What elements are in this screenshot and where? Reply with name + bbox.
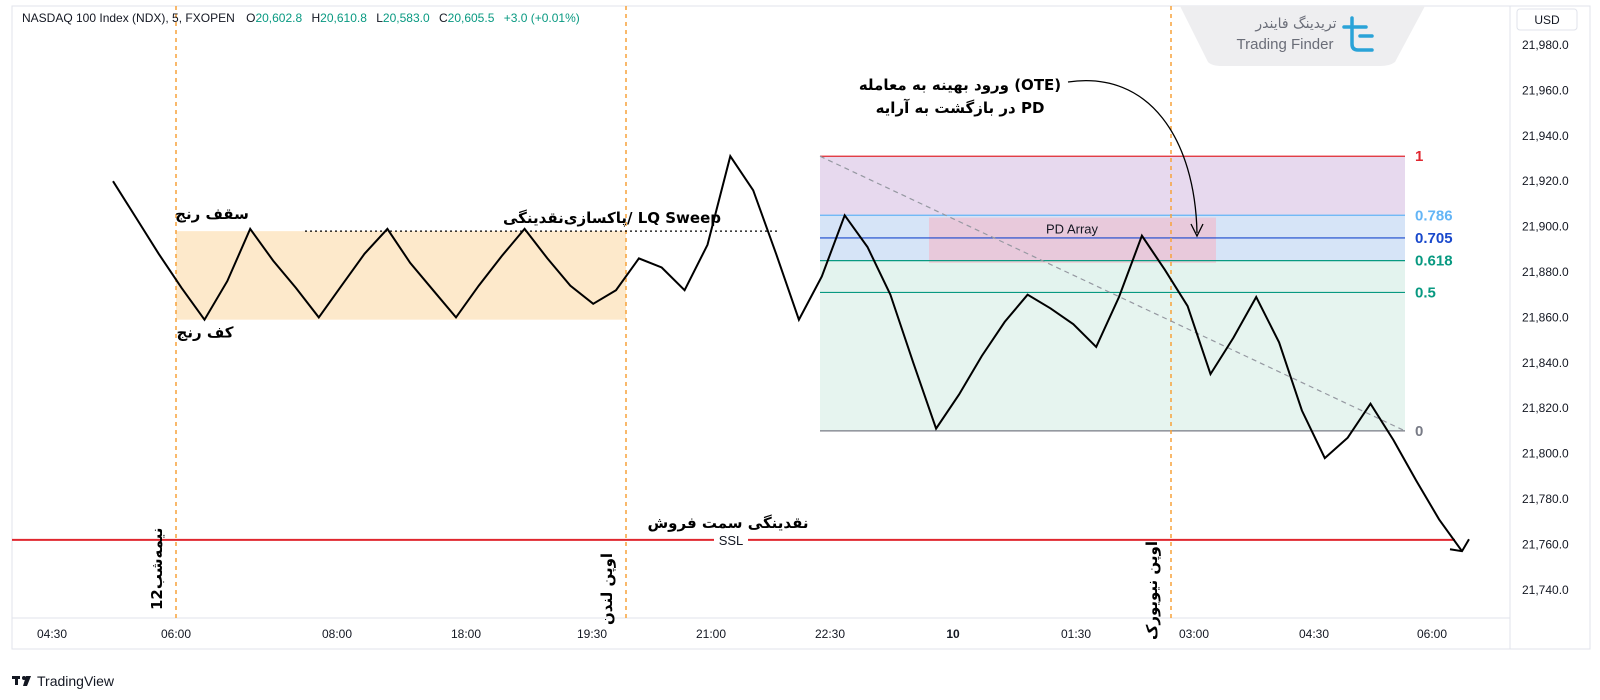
trading-finder-logo-icon <box>1342 16 1374 52</box>
close-value: 20,605.5 <box>448 11 495 25</box>
ote-label-line2: در بازگشت به آرایه PD <box>876 99 1045 117</box>
logo-text-fa: تریدینگ فایندر <box>1254 15 1336 32</box>
symbol-title: NASDAQ 100 Index (NDX), 5, FXOPEN <box>22 11 235 25</box>
pd-array-box <box>929 217 1216 263</box>
ssl-tag: SSL <box>719 533 744 548</box>
price-line <box>112 153 1463 552</box>
ote-curved-arrow <box>1067 80 1198 234</box>
high-value: 20,610.8 <box>320 11 367 25</box>
fib-zone <box>820 292 1405 431</box>
x-tick-label: 04:30 <box>1299 627 1329 641</box>
x-tick-label: 18:00 <box>451 627 481 641</box>
x-tick-label: 01:30 <box>1061 627 1091 641</box>
ssl-tag-background <box>714 531 748 548</box>
x-tick-label: 03:00 <box>1179 627 1209 641</box>
high-label: H <box>312 11 321 25</box>
fib-zone <box>820 260 1405 293</box>
y-tick-label: 21,820.0 <box>1522 401 1569 415</box>
price-path <box>112 153 1463 552</box>
fib-level-label: 0.705 <box>1415 230 1453 247</box>
change-value: +3.0 (+0.01%) <box>504 11 580 25</box>
y-tick-label: 21,860.0 <box>1522 310 1569 324</box>
currency-box[interactable] <box>1516 8 1578 31</box>
y-tick-label: 21,800.0 <box>1522 447 1569 461</box>
session-label-midnight: 12نیمه‌شب <box>148 528 166 610</box>
fib-level-label: 0.786 <box>1415 207 1453 224</box>
pd-array-label: PD Array <box>1046 222 1099 237</box>
ote-arrow-head-icon <box>1190 223 1204 238</box>
open-label: O <box>246 11 255 25</box>
y-tick-label: 21,980.0 <box>1522 38 1569 52</box>
tradingview-brand: TradingView <box>37 673 115 689</box>
y-tick-label: 21,940.0 <box>1522 129 1569 143</box>
fib-zone <box>820 156 1405 216</box>
currency-label: USD <box>1534 13 1560 27</box>
x-tick-label: 10 <box>946 627 960 641</box>
fib-level-label: 0 <box>1415 423 1423 440</box>
fib-labels: 1 0.786 0.705 0.618 0.5 0 <box>1415 148 1453 440</box>
x-tick-label: 21:00 <box>696 627 726 641</box>
tradingview-logo-icon <box>12 676 31 686</box>
x-tick-label: 08:00 <box>322 627 352 641</box>
sweep-label: پاکسازی‌نقدینگی/ LQ Sweep <box>503 209 721 228</box>
range-box <box>176 231 626 320</box>
end-arrow-icon <box>1449 538 1470 553</box>
y-tick-label: 21,960.0 <box>1522 83 1569 97</box>
logo-text-en: Trading Finder <box>1237 36 1334 53</box>
x-tick-label: 06:00 <box>161 627 191 641</box>
y-tick-label: 21,780.0 <box>1522 492 1569 506</box>
range-bottom-label: کف رنج <box>177 324 234 342</box>
y-tick-label: 21,760.0 <box>1522 537 1569 551</box>
y-tick-label: 21,840.0 <box>1522 356 1569 370</box>
fib-level-label: 0.5 <box>1415 284 1436 301</box>
session-label-newyork: اوپن نیویورک <box>1143 541 1162 640</box>
x-tick-label: 19:30 <box>577 627 607 641</box>
ohlc-legend: NASDAQ 100 Index (NDX), 5, FXOPEN O20,60… <box>22 11 580 25</box>
x-tick-label: 06:00 <box>1417 627 1447 641</box>
close-label: C <box>439 11 448 25</box>
fib-lines <box>820 155 1405 432</box>
x-tick-label: 22:30 <box>815 627 845 641</box>
x-tick-label: 04:30 <box>37 627 67 641</box>
ssl-label: نقدینگی سمت فروش <box>647 514 808 532</box>
price-axis[interactable]: 21,980.0 21,960.0 21,940.0 21,920.0 21,900.0… <box>1522 38 1569 597</box>
fib-level-label: 0.618 <box>1415 253 1453 270</box>
low-value: 20,583.0 <box>383 11 430 25</box>
low-label: L <box>376 11 383 25</box>
ote-label-line1: ورود بهینه به معامله (OTE) <box>859 76 1061 94</box>
y-tick-label: 21,900.0 <box>1522 220 1569 234</box>
chart-frame <box>11 5 1591 650</box>
session-label-london: اوپن لندن <box>598 553 617 625</box>
y-tick-label: 21,880.0 <box>1522 265 1569 279</box>
range-top-label: سقف رنج <box>175 205 249 223</box>
y-tick-label: 21,740.0 <box>1522 583 1569 597</box>
time-axis[interactable]: 04:30 06:00 08:00 18:00 19:30 21:00 22:30 10 01:… <box>37 627 1447 641</box>
open-value: 20,602.8 <box>255 11 302 25</box>
fib-level-label: 1 <box>1415 148 1423 165</box>
y-tick-label: 21,920.0 <box>1522 174 1569 188</box>
